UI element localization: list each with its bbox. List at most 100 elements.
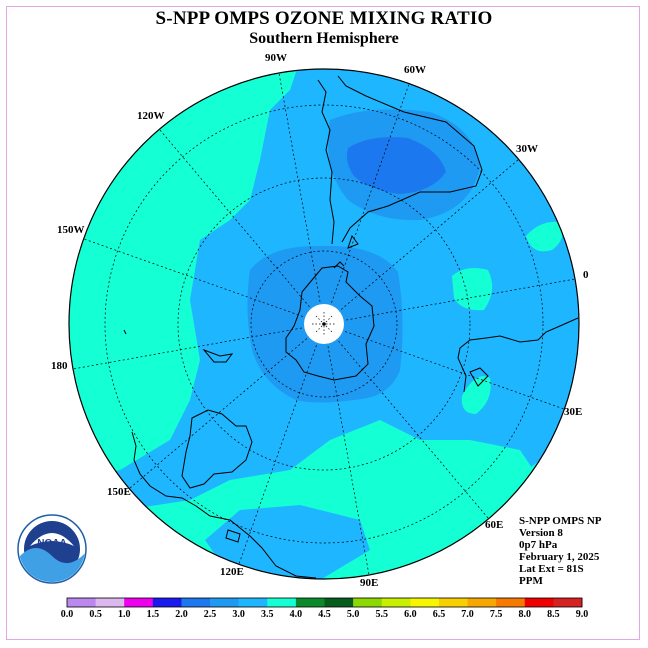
colorbar-tick-label: 6.5: [432, 609, 446, 620]
meridian-150e: [129, 323, 325, 489]
colorbar-segment: [67, 598, 97, 607]
label-150e: 150E: [107, 486, 131, 498]
colorbar-tick-label: 0.5: [89, 609, 102, 620]
colorbar-segment: [295, 598, 325, 607]
coast-islands: [202, 348, 234, 363]
label-150w: 150W: [57, 224, 85, 236]
colorbar-segment: [524, 598, 554, 607]
colorbar-tick-label: 5.0: [346, 609, 360, 620]
coast-falklands: [347, 234, 359, 249]
label-180: 180: [51, 360, 68, 372]
coast-islet: [123, 329, 127, 335]
map-boundary: [68, 68, 580, 580]
colorbar-tick-label: 3.0: [232, 609, 245, 620]
field-3.5-atlantic: [526, 221, 563, 252]
colorbar-tick-label: 4.0: [289, 609, 303, 620]
meridian-60w: [323, 83, 410, 325]
field-3.5-indian: [461, 376, 491, 414]
colorbar-segment: [181, 598, 211, 607]
map-subtitle: Southern Hemisphere: [249, 30, 399, 47]
label-0: 0: [583, 269, 589, 281]
colorbar-tick-label: 4.5: [318, 609, 331, 620]
meridian-150w: [83, 238, 325, 325]
map-title: S-NPP OMPS OZONE MIXING RATIO: [155, 8, 493, 29]
coast-madagascar: [469, 367, 489, 387]
colorbar: [66, 597, 583, 608]
colorbar-tick-label: 9.0: [575, 609, 589, 620]
colorbar-tick-label: 0.0: [60, 609, 74, 620]
noaa-logo-text: NOAA: [37, 538, 66, 549]
label-30e: 30E: [564, 406, 582, 418]
colorbar-tick-label: 6.0: [404, 609, 417, 620]
info-lat-extent: Lat Ext = 81S: [519, 563, 584, 575]
label-120e: 120E: [220, 566, 244, 578]
coast-peninsula: [333, 261, 345, 269]
colorbar-segment: [496, 598, 526, 607]
latitude-ring: [250, 250, 398, 398]
colorbar-segment: [95, 598, 125, 607]
label-60w: 60W: [404, 64, 426, 76]
coastlines: [123, 75, 579, 579]
meridian-90e: [323, 323, 370, 576]
latitude-ring: [177, 177, 471, 471]
colorbar-segment: [553, 598, 583, 607]
colorbar-segment: [124, 598, 154, 607]
coast-tasmania: [225, 529, 241, 543]
colorbar-tick-label: 7.0: [461, 609, 474, 620]
colorbar-segment: [410, 598, 440, 607]
colorbar-tick-label: 2.5: [203, 609, 217, 620]
colorbar-segment: [267, 598, 297, 607]
meridian-labels: 90W 60W 30W 0 30E 60E 90E 120E 150E 180 …: [51, 52, 589, 589]
label-30w: 30W: [516, 143, 538, 155]
meridian-30w: [323, 159, 519, 325]
south-pole-dot: [322, 322, 326, 326]
meridian-120e: [238, 323, 325, 565]
colorbar-tick-label: 7.5: [489, 609, 503, 620]
graticule: [72, 72, 576, 576]
coast-south-america-west: [317, 79, 335, 245]
colorbar-tick-label: 1.0: [117, 609, 131, 620]
coast-australia: [131, 431, 317, 579]
info-pressure-level: 0p7 hPa: [519, 539, 558, 551]
info-date: February 1, 2025: [519, 551, 600, 563]
info-units: PPM: [519, 575, 543, 587]
colorbar-border: [66, 597, 583, 608]
figure-frame: [6, 6, 640, 640]
colorbar-tick-label: 8.0: [518, 609, 532, 620]
colorbar-tick-label: 2.0: [175, 609, 188, 620]
info-instrument: S-NPP OMPS NP: [519, 515, 602, 527]
meridian-30e: [323, 323, 565, 410]
noaa-logo: NOAA: [17, 514, 87, 584]
coast-new-zealand: [181, 409, 253, 489]
info-version: Version 8: [519, 527, 563, 539]
label-90e: 90E: [360, 577, 378, 589]
colorbar-segment: [353, 598, 383, 607]
colorbar-tick-label: 1.5: [146, 609, 160, 620]
meridian-120w: [159, 129, 325, 325]
colorbar-tick-label: 8.5: [547, 609, 560, 620]
coast-africa: [457, 317, 579, 393]
field-2.0-maximum: [346, 137, 446, 194]
field-3.5-south-atlantic: [452, 268, 493, 311]
colorbar-segment: [152, 598, 182, 607]
meridian-0: [323, 278, 576, 325]
label-120w: 120W: [137, 110, 165, 122]
meridian-90w: [278, 72, 325, 325]
colorbar-segment: [238, 598, 268, 607]
latitude-ring: [104, 104, 544, 544]
colorbar-tick-label: 5.5: [375, 609, 388, 620]
colorbar-segment: [324, 598, 354, 607]
info-block: S-NPP OMPS NP Version 8 0p7 hPa February…: [519, 515, 602, 587]
label-60e: 60E: [485, 519, 503, 531]
meridian-60e: [323, 323, 489, 519]
colorbar-segment: [438, 598, 469, 607]
colorbar-segment: [210, 598, 240, 607]
label-90w: 90W: [265, 52, 287, 64]
coast-antarctica: [285, 265, 375, 381]
colorbar-segment: [467, 598, 497, 607]
colorbar-segment: [381, 598, 411, 607]
colorbar-tick-label: 3.5: [261, 609, 274, 620]
meridian-180: [72, 323, 325, 370]
coast-south-america-east: [337, 75, 483, 243]
